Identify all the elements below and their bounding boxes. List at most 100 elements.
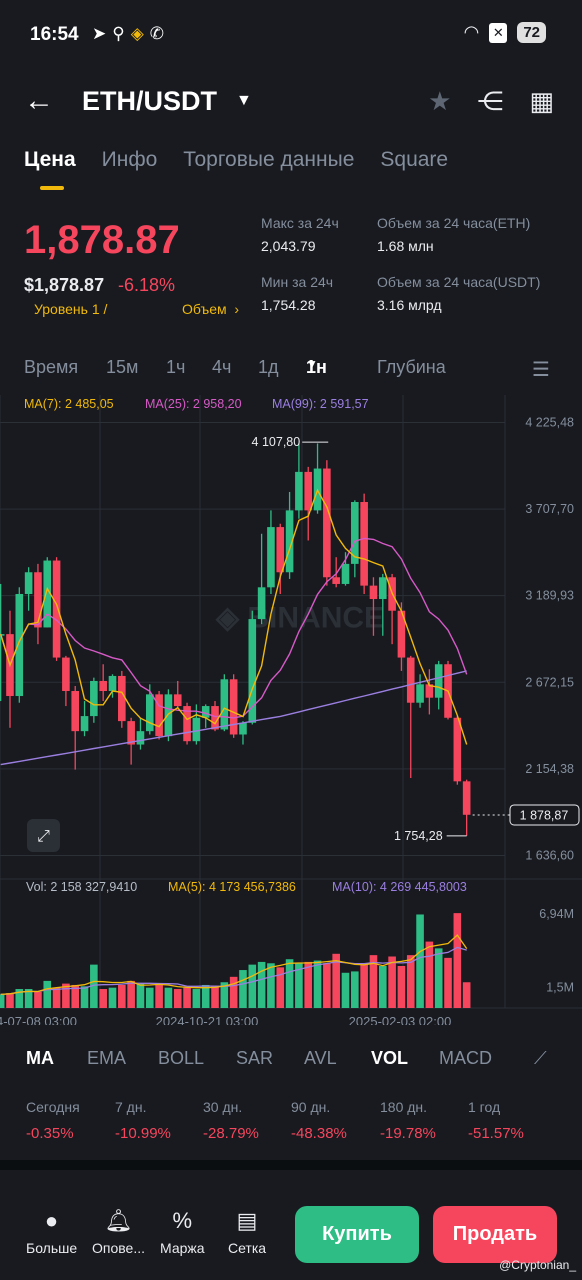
indicator-vol[interactable]: VOL [371,1048,409,1068]
candle-body [164,694,173,737]
volume-bar [0,994,5,1008]
sell-button[interactable]: Продать [433,1206,557,1263]
grid-bot-button[interactable]: ▤ Сетка [228,1208,267,1256]
interval-15m[interactable]: 15м [106,357,139,377]
volume-bar [416,914,424,1008]
high-24h-value: 2,043.79 [261,238,316,254]
candle-body [285,510,294,573]
tab-square[interactable]: Square [380,148,449,171]
ma99-label: MA(99): 2 591,57 [272,397,369,411]
volume-bar [43,980,52,1008]
app-header: ← ETH/USDT ▼ ★ ⋲ ▦ [0,78,582,126]
price-chart[interactable]: 4 225,48 3 707,70 3 189,93 2 672,15 2 154,38… [0,390,582,1025]
volume-bar [99,989,107,1008]
indicator-ema[interactable]: EMA [87,1048,127,1068]
level-link[interactable]: Уровень 1 / [34,301,108,317]
candle-body [34,572,42,628]
x-tick-label: 2024-10-21 03:00 [156,1014,259,1025]
grid-layout-icon[interactable]: ▦ [529,86,554,116]
volume-bar [453,913,462,1008]
price-change: -6.18% [118,275,176,295]
main-tabs: Цена Инфо Торговые данные Square [24,148,449,190]
perf-1y-value: -51.57% [468,1125,524,1142]
tab-price[interactable]: Цена [24,148,76,190]
vol-usdt-label: Объем за 24 часа(USDT) [377,274,541,290]
volume-bar [145,987,154,1008]
bell-icon: 🔔︎ [104,1208,133,1233]
candle-body [145,694,154,732]
indicator-settings-icon[interactable]: ⟋ [534,1048,547,1068]
high-24h-label: Макс за 24ч [261,215,339,231]
indicator-tabs: MA EMA BOLL SAR AVL VOL MACD ⟋ [0,1048,582,1074]
candle-body [90,680,98,717]
location-icon: ⚲ [112,24,125,43]
caret-down-icon[interactable]: ▼ [236,92,252,109]
volume-bar [192,989,201,1008]
indicator-avl[interactable]: AVL [304,1048,337,1068]
x-tick-label: 2025-02-03 02:00 [349,1014,452,1025]
volume-link[interactable]: Объем › [182,301,240,317]
chart-settings-icon[interactable]: ☰ [532,359,550,381]
more-button[interactable]: ● Больше [26,1208,78,1256]
candle-body [62,657,70,692]
alerts-button[interactable]: 🔔︎ Опове... [92,1208,145,1256]
y-tick-label: 2 672,15 [525,675,574,689]
percent-icon: % [172,1208,193,1233]
candle-body [108,675,117,692]
interval-4h[interactable]: 4ч [212,357,232,377]
y-tick-label: 4 225,48 [525,415,574,429]
candle-body [425,684,434,698]
volume-bar [80,986,89,1008]
candle-body [24,572,33,594]
vol-label: Vol: 2 158 327,9410 [26,880,138,894]
pair-title[interactable]: ETH/USDT [82,86,217,116]
tab-trading-data[interactable]: Торговые данные [183,148,355,171]
indicator-macd[interactable]: MACD [439,1048,492,1068]
candle-body [52,560,61,658]
binance-icon: ◈ [130,24,144,43]
volume-bar [304,961,313,1008]
interval-1d[interactable]: 1д [258,357,279,377]
viber-icon: ✆ [149,24,165,43]
perf-90d-value: -48.38% [291,1125,347,1142]
vol-eth-value: 1.68 млн [377,238,434,254]
candle-body [378,577,387,600]
volume-bar [127,980,135,1008]
volume-bar [34,991,42,1008]
volume-bar [229,976,238,1008]
current-price-label: 1 878,87 [520,808,569,822]
indicator-sar[interactable]: SAR [236,1048,274,1068]
bottom-action-bar: ● Больше 🔔︎ Опове... % Маржа ▤ Сетка Куп… [0,1196,582,1280]
caret-down-icon: ▼ [306,357,318,371]
candle-body [397,610,406,658]
candle-body [43,560,52,628]
low-24h-value: 1,754.28 [261,297,316,313]
vol-ma5-line [0,934,468,996]
battery-indicator: 72 [517,22,546,43]
y-tick-label: 2 154,38 [525,762,574,776]
back-arrow-icon[interactable]: ← [24,84,54,117]
candle-body [434,664,443,698]
indicator-ma[interactable]: MA [26,1048,54,1068]
margin-button[interactable]: % Маржа [160,1208,205,1256]
interval-time[interactable]: Время [24,357,79,377]
volume-bar [108,987,117,1008]
status-notification-icons: ➤ ⚲ ◈ ✆ [92,24,164,44]
wifi-icon: ◠ [463,22,480,42]
volume-bar [71,984,80,1008]
candle-body [192,717,201,742]
interval-1h[interactable]: 1ч [166,357,186,377]
perf-180d-value: -19.78% [380,1125,436,1142]
interval-depth[interactable]: Глубина [377,357,446,377]
share-icon[interactable]: ⋲ [477,86,504,116]
candle-body [248,619,257,723]
perf-90d-label: 90 дн. [291,1099,331,1115]
candle-body [127,721,135,745]
candle-body [229,679,238,735]
buy-button[interactable]: Купить [295,1206,419,1263]
vol-y-tick-label: 1,5M [546,981,574,995]
star-icon[interactable]: ★ [428,86,452,116]
tab-info[interactable]: Инфо [101,148,158,171]
candle-body [304,471,313,511]
indicator-boll[interactable]: BOLL [158,1048,205,1068]
